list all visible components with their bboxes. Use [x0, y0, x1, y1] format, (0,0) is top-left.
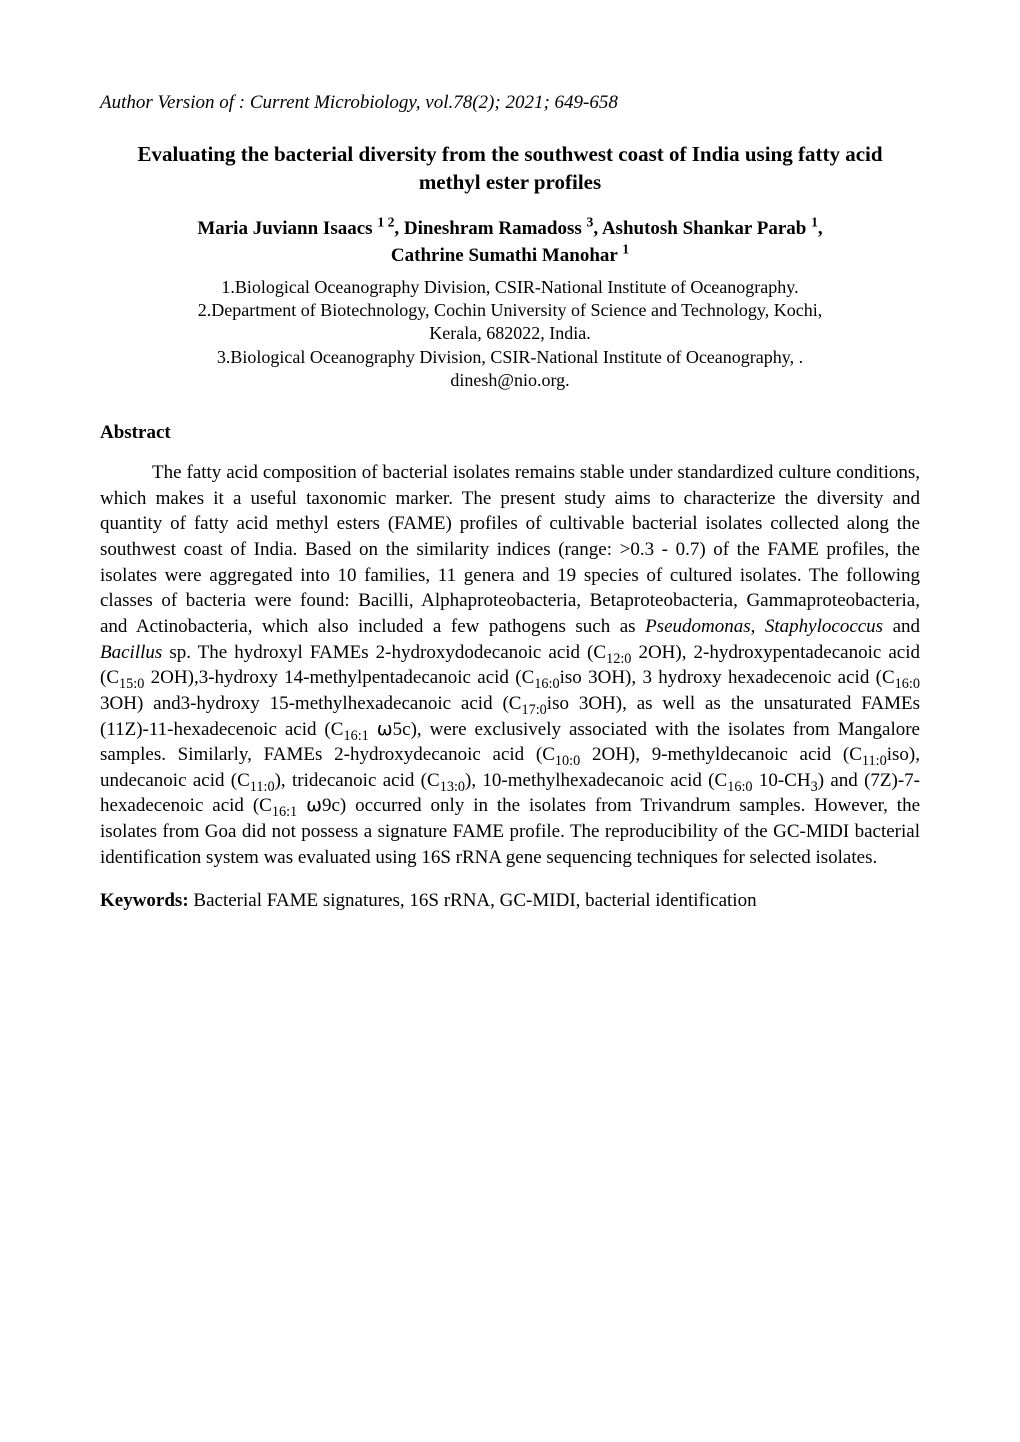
- abstract-sub11: 16:0: [727, 779, 752, 795]
- abstract-t15: 10-CH: [753, 770, 811, 791]
- authors-line-2: Cathrine Sumathi Manohar 1: [391, 245, 629, 266]
- keywords-text: Bacterial FAME signatures, 16S rRNA, GC-…: [189, 890, 757, 911]
- abstract-sub7: 10:0: [555, 753, 580, 769]
- corresponding-email: dinesh@nio.org.: [450, 370, 569, 390]
- abstract-t11: 2OH), 9-methyldecanoic acid (C: [580, 744, 862, 765]
- abstract-t7: iso 3OH), 3 hydroxy hexadecenoic acid (C: [560, 667, 895, 688]
- abstract-body: The fatty acid composition of bacterial …: [100, 460, 920, 870]
- abstract-sub2: 15:0: [119, 676, 144, 692]
- abstract-it3: Bacillus: [100, 642, 162, 663]
- affiliation-3: 3.Biological Oceanography Division, CSIR…: [217, 347, 803, 367]
- abstract-sub6: 16:1: [343, 727, 368, 743]
- abstract-sub5: 17:0: [521, 702, 546, 718]
- abstract-sub10: 13:0: [440, 779, 465, 795]
- abstract-sub9: 11:0: [250, 779, 275, 795]
- affiliation-1: 1.Biological Oceanography Division, CSIR…: [221, 277, 798, 297]
- keywords-label: Keywords:: [100, 890, 189, 911]
- abstract-sub4: 16:0: [895, 676, 920, 692]
- abstract-t3: and: [883, 616, 920, 637]
- author-version-line: Author Version of : Current Microbiology…: [100, 90, 920, 116]
- abstract-sub13: 16:1: [272, 804, 297, 820]
- authors-line-1: Maria Juviann Isaacs 1 2, Dineshram Rama…: [197, 218, 822, 239]
- keywords-line: Keywords: Bacterial FAME signatures, 16S…: [100, 888, 920, 914]
- abstract-sub12: 3: [811, 779, 818, 795]
- abstract-sub3: 16:0: [534, 676, 559, 692]
- abstract-t8: 3OH) and3-hydroxy 15-methylhexadecanoic …: [100, 693, 521, 714]
- paper-title: Evaluating the bacterial diversity from …: [130, 140, 890, 197]
- abstract-heading: Abstract: [100, 420, 920, 446]
- abstract-it2: Staphylococcus: [765, 616, 883, 637]
- abstract-sub8: 11:0: [862, 753, 887, 769]
- abstract-it1: Pseudomonas: [645, 616, 751, 637]
- abstract-t14: ), 10-methylhexadecanoic acid (C: [465, 770, 727, 791]
- abstract-t2: ,: [751, 616, 765, 637]
- abstract-sub1: 12:0: [606, 650, 631, 666]
- abstract-t13: ), tridecanoic acid (C: [275, 770, 440, 791]
- authors-block: Maria Juviann Isaacs 1 2, Dineshram Rama…: [100, 216, 920, 269]
- abstract-t4: sp. The hydroxyl FAMEs 2-hydroxydodecano…: [162, 642, 606, 663]
- affiliation-2a: 2.Department of Biotechnology, Cochin Un…: [198, 300, 822, 320]
- affiliations-block: 1.Biological Oceanography Division, CSIR…: [100, 276, 920, 393]
- abstract-t1: The fatty acid composition of bacterial …: [100, 462, 920, 637]
- abstract-t6: 2OH),3-hydroxy 14-methylpentadecanoic ac…: [144, 667, 534, 688]
- affiliation-2b: Kerala, 682022, India.: [429, 323, 590, 343]
